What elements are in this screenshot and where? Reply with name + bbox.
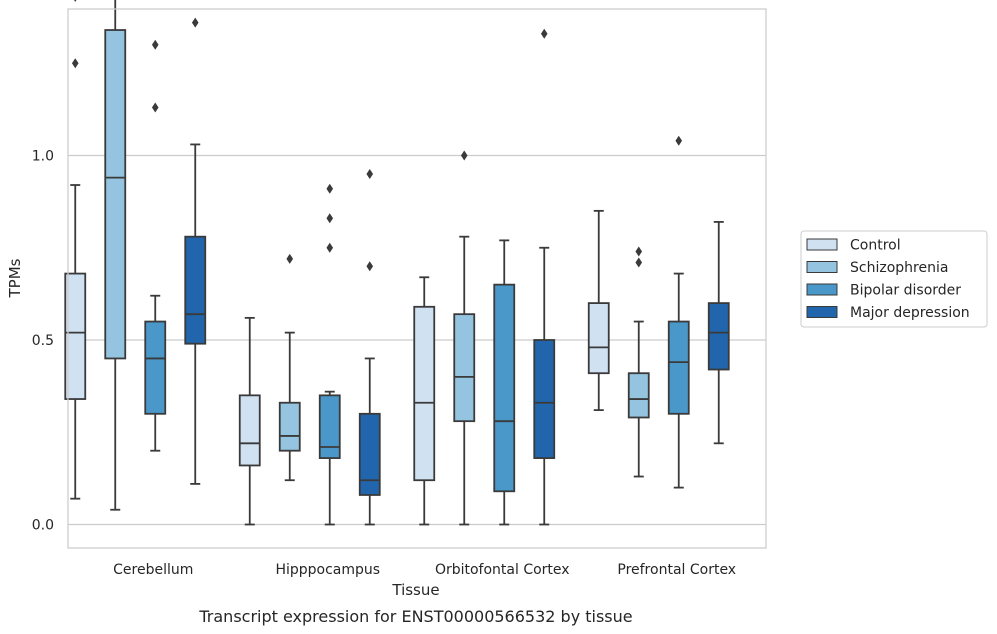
box-group: [413, 276, 436, 526]
y-tick-label: 0.0: [32, 518, 54, 534]
box-iqr: [64, 272, 87, 400]
box-group: [184, 17, 207, 485]
legend: Control Schizophrenia Bipolar disorder Majo…: [800, 230, 988, 328]
y-tick-label: 1.0: [32, 149, 54, 165]
plot-frame: [67, 8, 767, 549]
legend-swatch: [806, 283, 838, 296]
outlier-marker: [286, 253, 294, 264]
x-tick-label: Orbitofontal Cortex: [435, 562, 570, 578]
y-axis-ticks: 0.00.51.01.52.02.5: [32, 149, 54, 534]
box-group: [278, 253, 301, 482]
box-iqr: [533, 339, 556, 459]
legend-frame: [800, 230, 988, 328]
outlier-marker: [635, 246, 643, 257]
box-group: [64, 0, 87, 500]
legend-label: Schizophrenia: [850, 260, 948, 276]
box-iqr: [278, 401, 301, 452]
box-iqr: [627, 372, 650, 419]
outlier-marker: [540, 28, 548, 39]
box-group: [707, 221, 730, 445]
outlier-marker: [191, 17, 199, 28]
box-iqr: [318, 394, 341, 459]
box-group: [144, 39, 167, 452]
box-iqr: [238, 394, 261, 467]
legend-swatch: [806, 306, 838, 318]
box-group: [318, 183, 341, 526]
box-iqr: [184, 235, 207, 345]
box-group: [358, 168, 381, 526]
box-group: [493, 239, 516, 526]
outlier-marker: [71, 58, 79, 69]
x-tick-label: Hipppocampus: [275, 562, 380, 578]
box-group: [627, 246, 650, 478]
box-iqr: [707, 302, 730, 371]
x-axis-label: Tissue: [391, 581, 439, 599]
outlier-marker: [326, 242, 334, 253]
box-iqr: [453, 313, 476, 423]
outlier-marker: [366, 168, 374, 179]
box-group: [667, 135, 690, 489]
box-group: [453, 150, 476, 526]
box-iqr: [667, 320, 690, 415]
outlier-marker: [460, 150, 468, 161]
box-group: [238, 316, 261, 526]
outlier-marker: [74, 0, 77, 2]
x-tick-label: Prefrontal Cortex: [617, 562, 736, 578]
box-group: [587, 209, 610, 412]
box-iqr: [104, 29, 127, 360]
legend-swatch: [806, 238, 838, 251]
outlier-marker: [675, 135, 683, 146]
legend-label: Control: [850, 238, 901, 254]
box-iqr: [413, 305, 436, 482]
box-group: [104, 0, 127, 511]
box-plot-area: [64, 0, 730, 526]
chart-title: Transcript expression for ENST0000056653…: [198, 607, 632, 626]
outlier-marker: [151, 102, 159, 113]
box-iqr: [493, 283, 516, 493]
box-iqr: [587, 302, 610, 375]
y-tick-label: 0.5: [32, 333, 54, 349]
outlier-marker: [326, 213, 334, 224]
y-axis-label: TPMs: [6, 258, 24, 298]
outlier-marker: [326, 183, 334, 194]
outlier-marker: [366, 261, 374, 272]
x-tick-label: Cerebellum: [113, 562, 193, 578]
box-iqr: [144, 320, 167, 415]
outlier-marker: [635, 257, 643, 268]
x-axis-ticks: Cerebellum Hipppocampus Orbitofontal Corte…: [113, 562, 736, 578]
legend-label: Bipolar disorder: [850, 283, 961, 299]
box-iqr: [358, 412, 381, 496]
legend-swatch: [806, 261, 838, 273]
outlier-marker: [151, 39, 159, 50]
legend-label: Major depression: [850, 305, 970, 321]
box-group: [533, 28, 556, 526]
